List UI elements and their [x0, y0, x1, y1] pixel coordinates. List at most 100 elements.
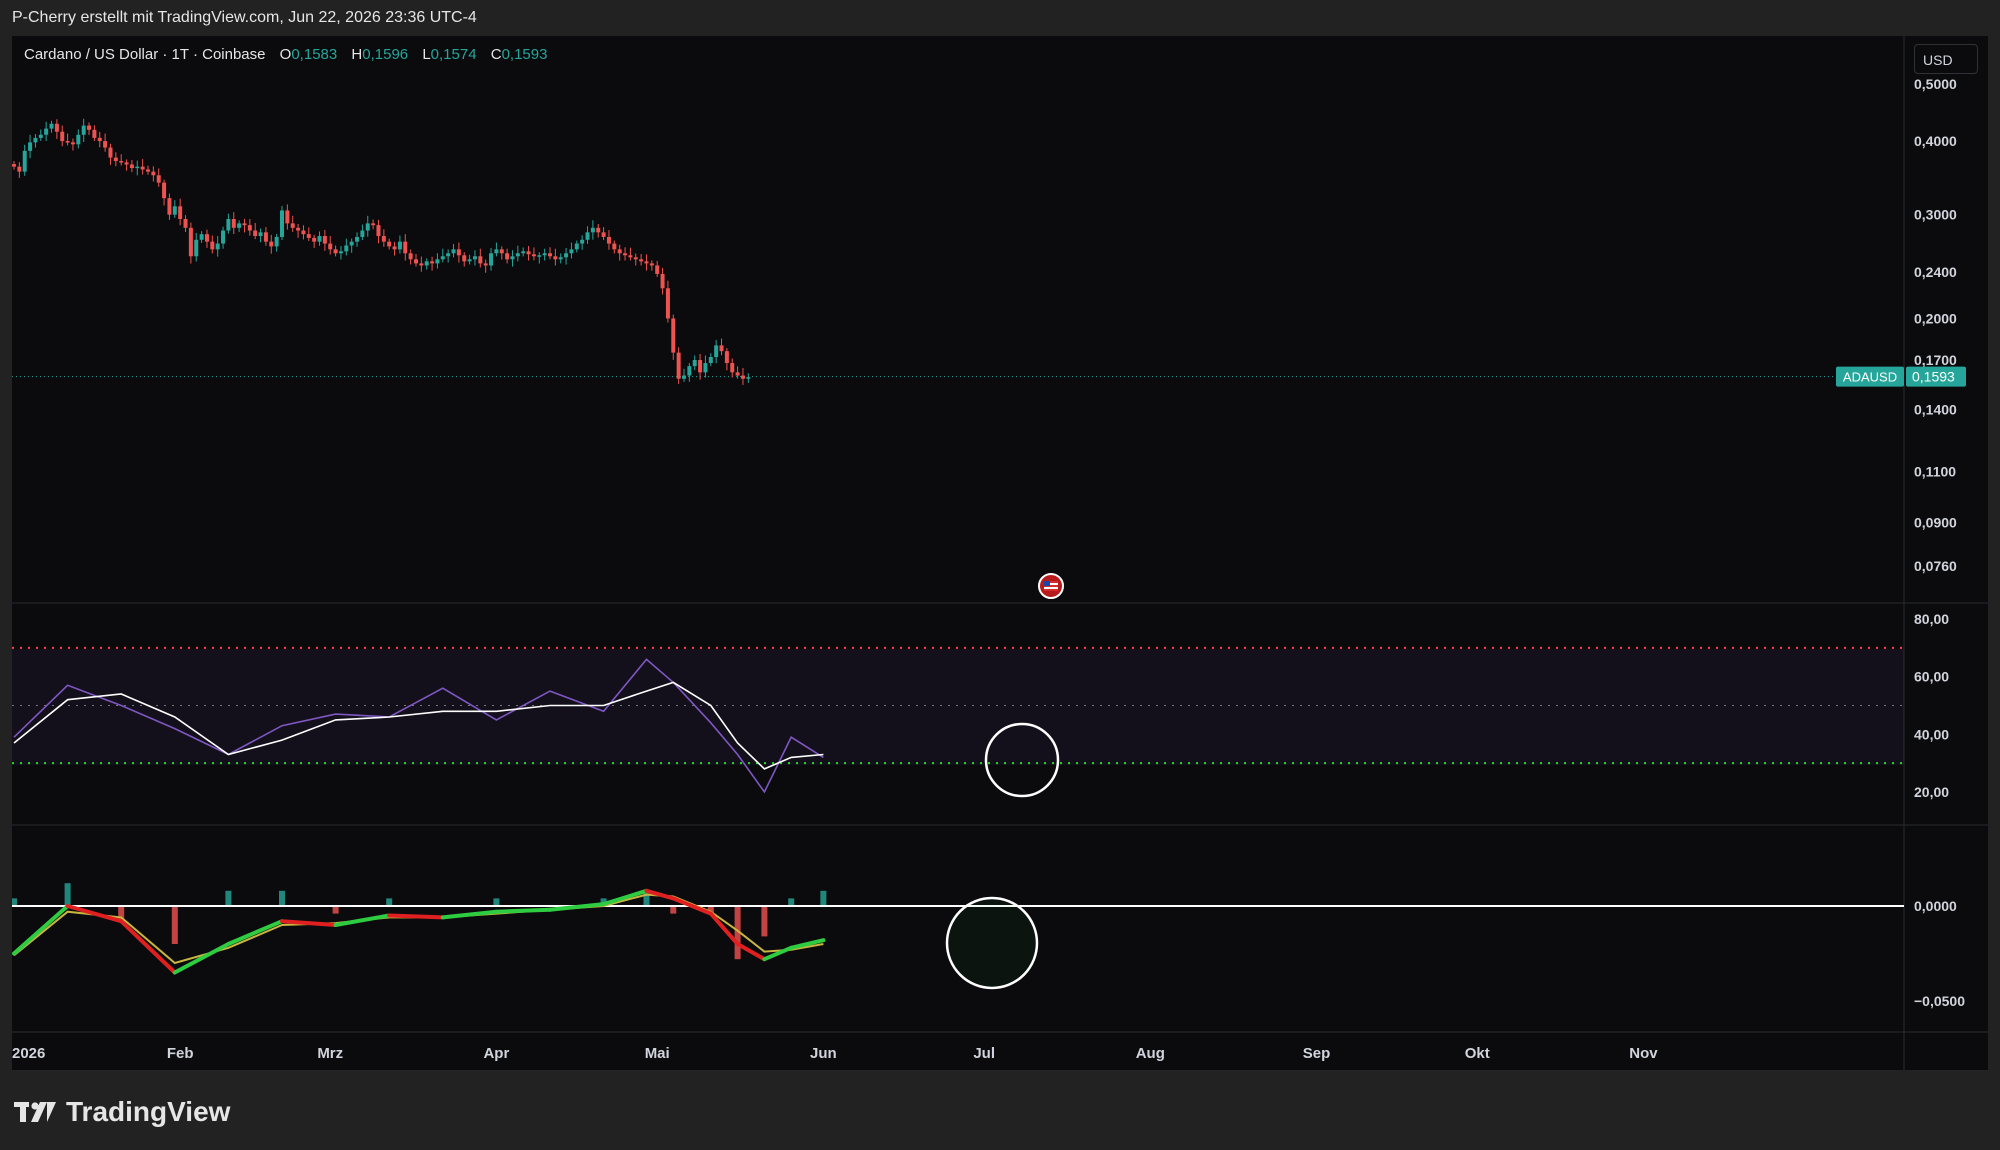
macd-histogram-bar: [386, 898, 393, 906]
candle-body: [135, 166, 140, 169]
tradingview-logo[interactable]: TradingView: [14, 1095, 230, 1129]
candle-body: [328, 243, 333, 250]
rsi-tick-label: 80,00: [1914, 611, 1949, 627]
candle-body: [146, 169, 150, 172]
symbol-legend[interactable]: Cardano / US Dollar · 1T · Coinbase O0,1…: [24, 46, 547, 63]
time-tick-label: Jul: [973, 1045, 995, 1062]
macd-line-segment: [735, 942, 767, 962]
candle-body: [263, 232, 268, 242]
candle-body: [60, 131, 65, 142]
candle-body: [580, 239, 585, 244]
low-value: 0,1574: [430, 46, 477, 63]
candle-body: [703, 363, 708, 373]
macd-histogram-bar: [171, 906, 178, 944]
rsi-band: [12, 649, 1904, 765]
macd-histogram-bar: [734, 906, 741, 960]
candle-body: [446, 253, 451, 257]
time-tick-label: Mai: [645, 1045, 670, 1062]
macd-line-segment: [494, 907, 552, 914]
candle-body: [730, 363, 735, 373]
candle-body: [70, 142, 75, 145]
macd-line-segment: [387, 913, 445, 920]
candle-body: [548, 253, 552, 257]
time-tick-label: Nov: [1629, 1045, 1658, 1062]
candle-body: [510, 256, 515, 260]
rsi-highlight-circle: [984, 722, 1060, 798]
close-value: 0,1593: [501, 46, 548, 63]
macd-line-segment: [65, 904, 124, 924]
candle-body: [639, 259, 644, 262]
candle-body: [22, 150, 27, 172]
candle-body: [392, 246, 397, 250]
macd-highlight-circle: [945, 896, 1039, 990]
chart-frame[interactable]: 0,5000 0,4000 0,3000 0,2400 0,2000 0,1700 0,14…: [12, 36, 1988, 1070]
tradingview-brand: TradingView: [66, 1096, 231, 1127]
price-tick-label: 0,1100: [1914, 463, 1956, 479]
price-tag-symbol-bg: [1836, 366, 1904, 387]
price-axis[interactable]: 0,5000 0,4000 0,3000 0,2400 0,2000 0,1700 0,14…: [1914, 76, 1957, 574]
macd-line-segment: [762, 945, 794, 962]
candle-body: [242, 223, 247, 226]
price-tick-label: 0,2400: [1914, 264, 1957, 280]
candle-body: [129, 164, 134, 169]
candle-body: [301, 230, 306, 235]
rsi-tick-label: 20,00: [1914, 784, 1949, 800]
macd-line-segment: [644, 888, 676, 901]
candle-body: [296, 227, 301, 231]
price-tick-label: 0,1700: [1914, 352, 1957, 368]
rsi-series: [13, 658, 824, 794]
candle-body: [515, 253, 520, 257]
candle-body: [564, 253, 569, 258]
time-tick-label: Apr: [483, 1045, 509, 1062]
us-flag-event-icon[interactable]: [1038, 573, 1064, 599]
candle-body: [708, 357, 713, 364]
candle-body: [81, 125, 86, 135]
time-tick-label: Jun: [810, 1045, 837, 1062]
macd-line-segment: [119, 919, 177, 975]
candle-body: [247, 225, 252, 231]
candle-body: [274, 236, 279, 247]
candle-body: [569, 249, 574, 254]
candle-body: [76, 134, 81, 145]
time-tick-label: Feb: [167, 1045, 194, 1062]
candle-body: [698, 360, 703, 373]
candle-body: [172, 206, 177, 215]
price-tick-label: 0,1400: [1914, 402, 1957, 418]
candle-body: [553, 256, 558, 260]
price-tag-symbol: ADAUSD: [1843, 370, 1897, 385]
candle-body: [17, 166, 22, 172]
candle-body: [49, 123, 54, 129]
currency-unit-button[interactable]: USD: [1914, 44, 1978, 74]
candle-body: [489, 253, 494, 266]
candle-body: [360, 230, 365, 237]
macd-histogram-bar: [493, 898, 500, 906]
main-pane: [12, 36, 1904, 1070]
macd-histogram-bar: [225, 890, 232, 906]
macd-histogram-bar: [820, 890, 827, 906]
candle-body: [338, 251, 343, 254]
macd-line-segment: [440, 909, 499, 920]
candle-body: [290, 223, 295, 228]
candle-body: [210, 241, 215, 250]
macd-line-segment: [333, 913, 392, 927]
macd-histogram-bar: [279, 890, 285, 906]
close-label: C: [490, 46, 502, 63]
macd-histogram-bar: [12, 898, 17, 906]
candle-body: [258, 232, 263, 237]
candle-body: [108, 147, 113, 158]
candle-body: [617, 249, 622, 254]
candle-body: [113, 157, 118, 162]
candle-body: [558, 257, 563, 260]
candle-body: [612, 243, 617, 250]
chart-canvas[interactable]: 0,5000 0,4000 0,3000 0,2400 0,2000 0,1700 0,14…: [12, 36, 1988, 1070]
macd-tick-label: −0,0500: [1914, 993, 1965, 1009]
macd-histogram-bar: [707, 906, 714, 914]
price-tick-label: 0,5000: [1914, 76, 1957, 92]
candle-body: [387, 241, 392, 247]
candle-body: [414, 259, 418, 264]
candle-body: [365, 223, 370, 231]
time-axis[interactable]: 2026 Feb Mrz Apr Mai Jun Jul Aug Sep Okt Nov: [12, 1045, 1658, 1062]
candle-body: [735, 372, 740, 376]
time-tick-label: 2026: [12, 1045, 45, 1062]
time-tick-label: Aug: [1136, 1045, 1165, 1062]
